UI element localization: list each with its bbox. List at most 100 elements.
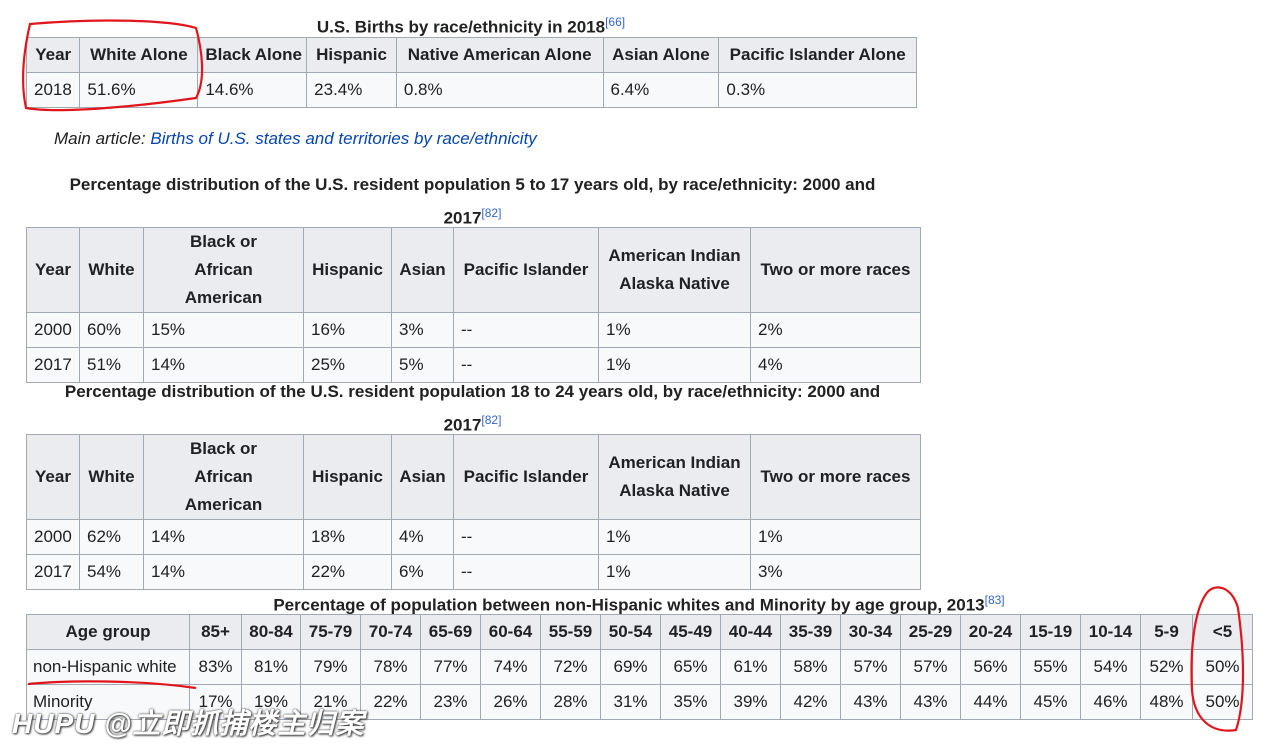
cell-value: 83%	[189, 649, 242, 685]
cell-two-or-more: 3%	[750, 554, 921, 590]
cell-asian: 6%	[391, 554, 454, 590]
header-age: 50-54	[600, 614, 661, 650]
table-row: non-Hispanic white 83% 81% 79% 78% 77% 7…	[26, 649, 1253, 685]
births-table: Year White Alone Black Alone Hispanic Na…	[25, 37, 917, 108]
header-age: 80-84	[241, 614, 301, 650]
cell-value: 31%	[600, 684, 661, 720]
cell-white-alone: 51.6%	[79, 72, 199, 108]
header-age: 85+	[189, 614, 242, 650]
main-article-hatnote: Main article: Births of U.S. states and …	[54, 129, 537, 149]
table2-caption-line2: 2017	[443, 208, 482, 228]
table-row: 2000 62% 14% 18% 4% -- 1% 1%	[26, 519, 921, 555]
table4-caption-text: Percentage of population between non-His…	[273, 595, 985, 615]
header-black: Black or African American	[143, 434, 304, 520]
table1-ref[interactable]: [66]	[605, 15, 626, 29]
cell-value: 54%	[1080, 649, 1141, 685]
header-age: 30-34	[840, 614, 901, 650]
cell-hispanic: 18%	[303, 519, 392, 555]
header-age: 35-39	[780, 614, 841, 650]
table1-caption-text: U.S. Births by race/ethnicity in 2018	[316, 17, 606, 37]
cell-value: 23%	[420, 684, 481, 720]
cell-value: 39%	[720, 684, 781, 720]
table3-ref[interactable]: [82]	[481, 413, 502, 427]
cell-pacific-islander: --	[453, 519, 599, 555]
cell-value: 55%	[1020, 649, 1081, 685]
header-age: 25-29	[900, 614, 961, 650]
cell-value: 50%	[1192, 649, 1253, 685]
cell-value: 21%	[300, 684, 361, 720]
cell-value: 79%	[300, 649, 361, 685]
header-year: Year	[26, 434, 80, 520]
cell-value: 78%	[360, 649, 421, 685]
cell-year: 2017	[26, 554, 80, 590]
header-asian: Asian	[391, 227, 454, 313]
header-hispanic: Hispanic	[306, 37, 397, 73]
cell-year: 2000	[26, 312, 80, 348]
cell-two-or-more: 4%	[750, 347, 921, 383]
cell-white: 62%	[79, 519, 144, 555]
header-two-or-more: Two or more races	[750, 434, 921, 520]
ages-5-17-table: Year White Black or African American His…	[26, 227, 921, 383]
header-two-or-more: Two or more races	[750, 227, 921, 313]
cell-value: 52%	[1140, 649, 1193, 685]
header-native-american-alone: Native American Alone	[395, 37, 604, 73]
cell-american-indian: 1%	[598, 519, 751, 555]
header-age: 40-44	[720, 614, 781, 650]
ages-18-24-table: Year White Black or African American His…	[26, 434, 921, 590]
cell-black: 14%	[143, 554, 304, 590]
cell-value: 58%	[780, 649, 841, 685]
watermark: HUPU @立即抓捕楼主归案	[12, 708, 365, 739]
cell-year: 2018	[25, 72, 81, 108]
cell-american-indian: 1%	[598, 554, 751, 590]
hatnote-prefix: Main article:	[54, 129, 151, 148]
header-white: White	[79, 227, 144, 313]
table3-caption-line1: Percentage distribution of the U.S. resi…	[64, 382, 881, 401]
header-pacific-islander: Pacific Islander	[453, 434, 599, 520]
cell-white: 51%	[79, 347, 144, 383]
header-age: 65-69	[420, 614, 481, 650]
table-row: 2017 54% 14% 22% 6% -- 1% 3%	[26, 554, 921, 590]
cell-black: 15%	[143, 312, 304, 348]
cell-value: 57%	[900, 649, 961, 685]
table2-ref[interactable]: [82]	[481, 206, 502, 220]
header-black: Black or African American	[143, 227, 304, 313]
cell-value: 50%	[1192, 684, 1253, 720]
header-age: 20-24	[960, 614, 1021, 650]
cell-value: 44%	[960, 684, 1021, 720]
header-age: 75-79	[300, 614, 361, 650]
cell-black: 14%	[143, 347, 304, 383]
cell-american-indian: 1%	[598, 347, 751, 383]
cell-pacific-islander: --	[453, 312, 599, 348]
table2-caption: Percentage distribution of the U.S. resi…	[26, 171, 919, 233]
header-hispanic: Hispanic	[303, 434, 392, 520]
table4-ref[interactable]: [83]	[984, 593, 1005, 607]
table3-caption: Percentage distribution of the U.S. resi…	[26, 378, 919, 440]
header-age-group: Age group	[26, 614, 190, 650]
cell-value: 65%	[660, 649, 721, 685]
header-asian-alone: Asian Alone	[602, 37, 720, 73]
cell-value: 19%	[241, 684, 301, 720]
cell-value: 42%	[780, 684, 841, 720]
cell-pacific-islander: --	[453, 347, 599, 383]
cell-value: 45%	[1020, 684, 1081, 720]
header-pacific-islander-alone: Pacific Islander Alone	[718, 37, 917, 73]
header-age: <5	[1192, 614, 1253, 650]
cell-american-indian: 1%	[598, 312, 751, 348]
header-white: White	[79, 434, 144, 520]
header-american-indian: American Indian Alaska Native	[598, 227, 751, 313]
cell-value: 43%	[900, 684, 961, 720]
main-article-link[interactable]: Births of U.S. states and territories by…	[150, 129, 537, 148]
cell-value: 17%	[189, 684, 242, 720]
header-pacific-islander: Pacific Islander	[453, 227, 599, 313]
header-age: 15-19	[1020, 614, 1081, 650]
cell-value: 56%	[960, 649, 1021, 685]
cell-value: 22%	[360, 684, 421, 720]
cell-value: 61%	[720, 649, 781, 685]
cell-two-or-more: 1%	[750, 519, 921, 555]
table4-caption: Percentage of population between non-His…	[26, 586, 1252, 620]
table3-caption-line2: 2017	[443, 415, 482, 435]
cell-value: 74%	[480, 649, 541, 685]
cell-pacific-islander-alone: 0.3%	[718, 72, 917, 108]
cell-value: 77%	[420, 649, 481, 685]
cell-white: 60%	[79, 312, 144, 348]
